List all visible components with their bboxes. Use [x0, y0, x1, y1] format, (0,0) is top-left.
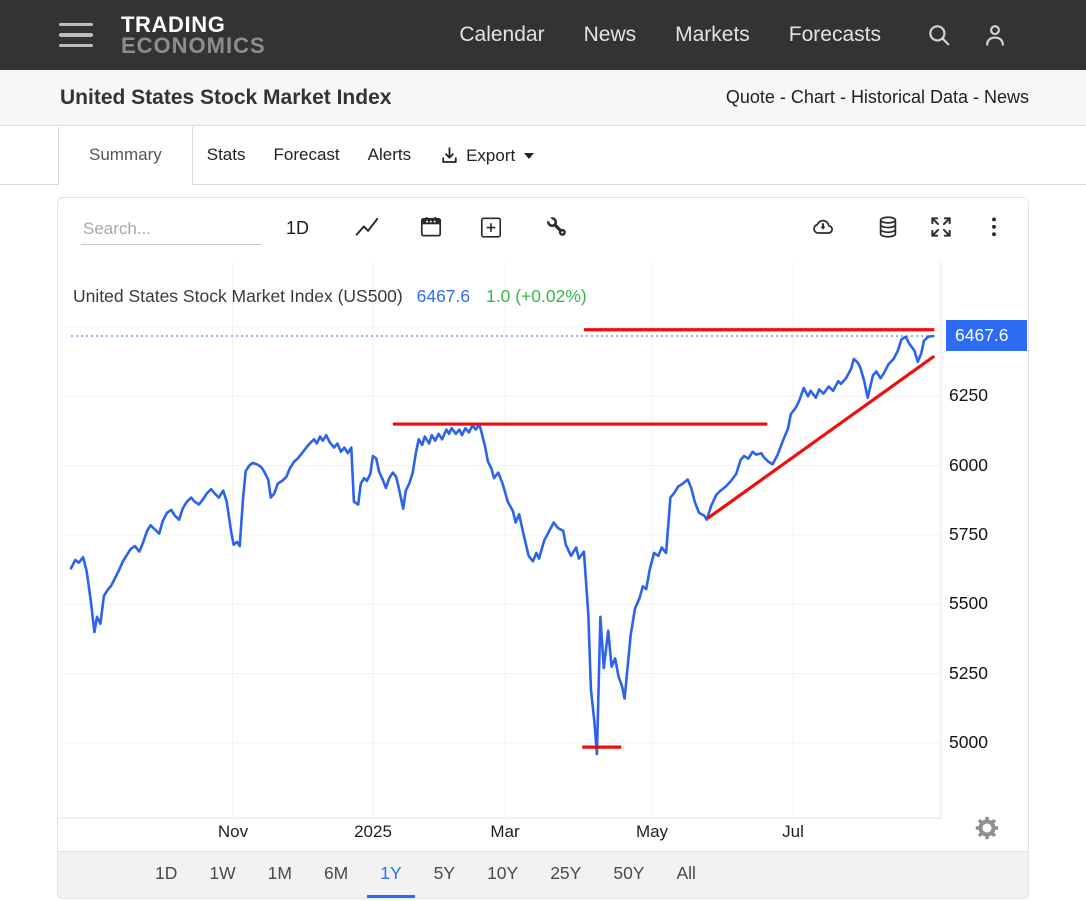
link-separator: - — [967, 87, 984, 107]
download-chart-icon[interactable] — [810, 214, 836, 240]
range-button-6m[interactable]: 6M — [323, 863, 349, 883]
add-indicator-icon[interactable] — [478, 214, 504, 240]
range-button-1m[interactable]: 1M — [267, 863, 292, 883]
tab-export[interactable]: Export — [425, 127, 548, 184]
user-icon[interactable] — [982, 22, 1008, 48]
logo-line1: TRADING — [121, 12, 226, 37]
page-title: United States Stock Market Index — [60, 85, 392, 109]
tab-summary[interactable]: Summary — [58, 127, 193, 185]
tab-alerts[interactable]: Alerts — [367, 145, 412, 164]
range-button-1w[interactable]: 1W — [209, 863, 236, 883]
nav-icons — [926, 22, 1008, 48]
tab-export-label: Export — [466, 145, 516, 165]
header-link-historical-data[interactable]: Historical Data — [850, 87, 968, 107]
y-axis-label: 6250 — [949, 385, 988, 405]
range-button-5y[interactable]: 5Y — [433, 863, 456, 883]
y-axis-label: 5250 — [949, 663, 988, 683]
page-section-links: Quote - Chart - Historical Data - News — [726, 87, 1029, 108]
chart-search-input[interactable] — [81, 214, 261, 245]
range-selector: 1D 1W 1M 6M 1Y 5Y 10Y 25Y 50Y All — [58, 851, 1028, 898]
data-source-icon[interactable] — [875, 214, 901, 240]
range-button-10y[interactable]: 10Y — [487, 863, 519, 883]
header-link-quote[interactable]: Quote — [725, 87, 775, 107]
x-axis-label: Nov — [217, 822, 249, 841]
price-chart[interactable] — [58, 262, 942, 819]
nav-link-calendar[interactable]: Calendar — [459, 23, 545, 46]
search-icon[interactable] — [926, 22, 952, 48]
range-button-1y[interactable]: 1Y — [367, 852, 415, 898]
interval-selector[interactable]: 1D — [286, 218, 310, 238]
top-navbar: TRADING ECONOMICS Calendar News Markets For… — [0, 0, 1086, 70]
tools-icon[interactable] — [544, 214, 570, 240]
price-line-us500 — [69, 334, 935, 756]
calendar-icon[interactable] — [418, 214, 444, 240]
nav-links: Calendar News Markets Forecasts — [459, 23, 881, 47]
y-axis-label: 6000 — [949, 455, 988, 475]
link-separator: - — [774, 87, 791, 107]
section-tabbar: Summary Stats Forecast Alerts Export — [0, 127, 1086, 185]
hamburger-menu-icon[interactable] — [59, 16, 93, 54]
x-axis-label: May — [635, 822, 669, 841]
annotation-trendline — [706, 354, 936, 520]
range-button-all[interactable]: All — [676, 863, 696, 883]
y-axis-label: 5500 — [949, 593, 988, 613]
x-axis-label: Mar — [490, 822, 520, 841]
chart-settings-gear-icon[interactable] — [973, 814, 1001, 842]
page-header: United States Stock Market Index Quote -… — [0, 70, 1086, 126]
range-button-1d[interactable]: 1D — [155, 863, 178, 883]
fullscreen-icon[interactable] — [928, 214, 954, 240]
chart-search — [81, 214, 261, 245]
x-axis-label: Jul — [782, 822, 804, 841]
link-separator: - — [834, 87, 851, 107]
y-axis-label: 5000 — [949, 732, 988, 752]
range-button-25y[interactable]: 25Y — [550, 863, 582, 883]
header-link-chart[interactable]: Chart — [790, 87, 835, 107]
y-axis-label: 5750 — [949, 524, 988, 544]
current-price-badge: 6467.6 — [946, 320, 1027, 351]
more-options-icon[interactable] — [981, 214, 1007, 240]
logo-line2: ECONOMICS — [121, 33, 266, 58]
nav-link-markets[interactable]: Markets — [675, 23, 750, 46]
header-link-news[interactable]: News — [983, 87, 1029, 107]
range-button-50y[interactable]: 50Y — [613, 863, 645, 883]
trading-economics-logo[interactable]: TRADING ECONOMICS — [121, 12, 266, 58]
chevron-down-icon — [524, 152, 535, 159]
nav-link-news[interactable]: News — [583, 23, 637, 46]
x-axis-label: 2025 — [354, 822, 392, 841]
nav-link-forecasts[interactable]: Forecasts — [788, 23, 881, 46]
chart-card: 1D — [57, 197, 1029, 899]
line-chart-icon[interactable] — [354, 214, 380, 240]
export-download-icon — [439, 145, 460, 166]
tab-stats[interactable]: Stats — [206, 145, 246, 164]
tab-forecast[interactable]: Forecast — [273, 145, 340, 164]
